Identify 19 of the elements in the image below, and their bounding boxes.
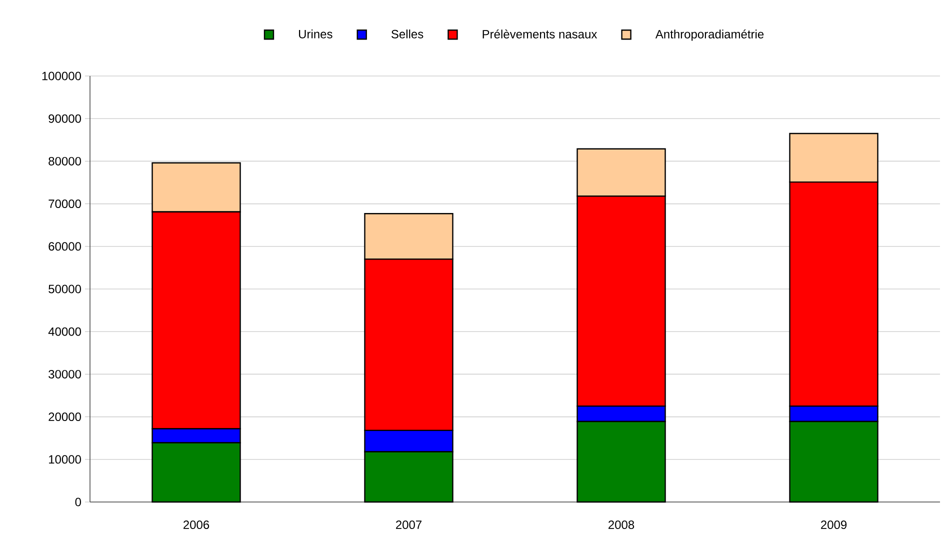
y-tick-label: 40000 xyxy=(48,327,81,336)
x-tick-label: 2006 xyxy=(184,520,210,530)
y-tick-label: 50000 xyxy=(48,284,81,294)
legend-label: Selles xyxy=(391,30,424,38)
x-tick-label: 2007 xyxy=(396,520,422,530)
legend-label: Prélèvements nasaux xyxy=(482,29,598,38)
y-tick-label: 90000 xyxy=(48,114,81,123)
y-tick-label: 100000 xyxy=(42,72,81,80)
y-tick-label: 20000 xyxy=(48,412,81,422)
legend-label: Urines xyxy=(299,30,332,38)
y-tick-label: 10000 xyxy=(49,455,81,464)
x-tick-label: 2008 xyxy=(608,520,634,530)
y-tick-label: 80000 xyxy=(48,156,81,166)
y-tick-label: 30000 xyxy=(48,370,81,378)
y-tick-label: 0 xyxy=(75,498,82,506)
y-tick-label: 60000 xyxy=(48,242,81,251)
legend-label: Anthroporadiamétrie xyxy=(655,29,764,41)
y-tick-label: 70000 xyxy=(48,200,81,208)
x-tick-label: 2009 xyxy=(821,520,847,530)
